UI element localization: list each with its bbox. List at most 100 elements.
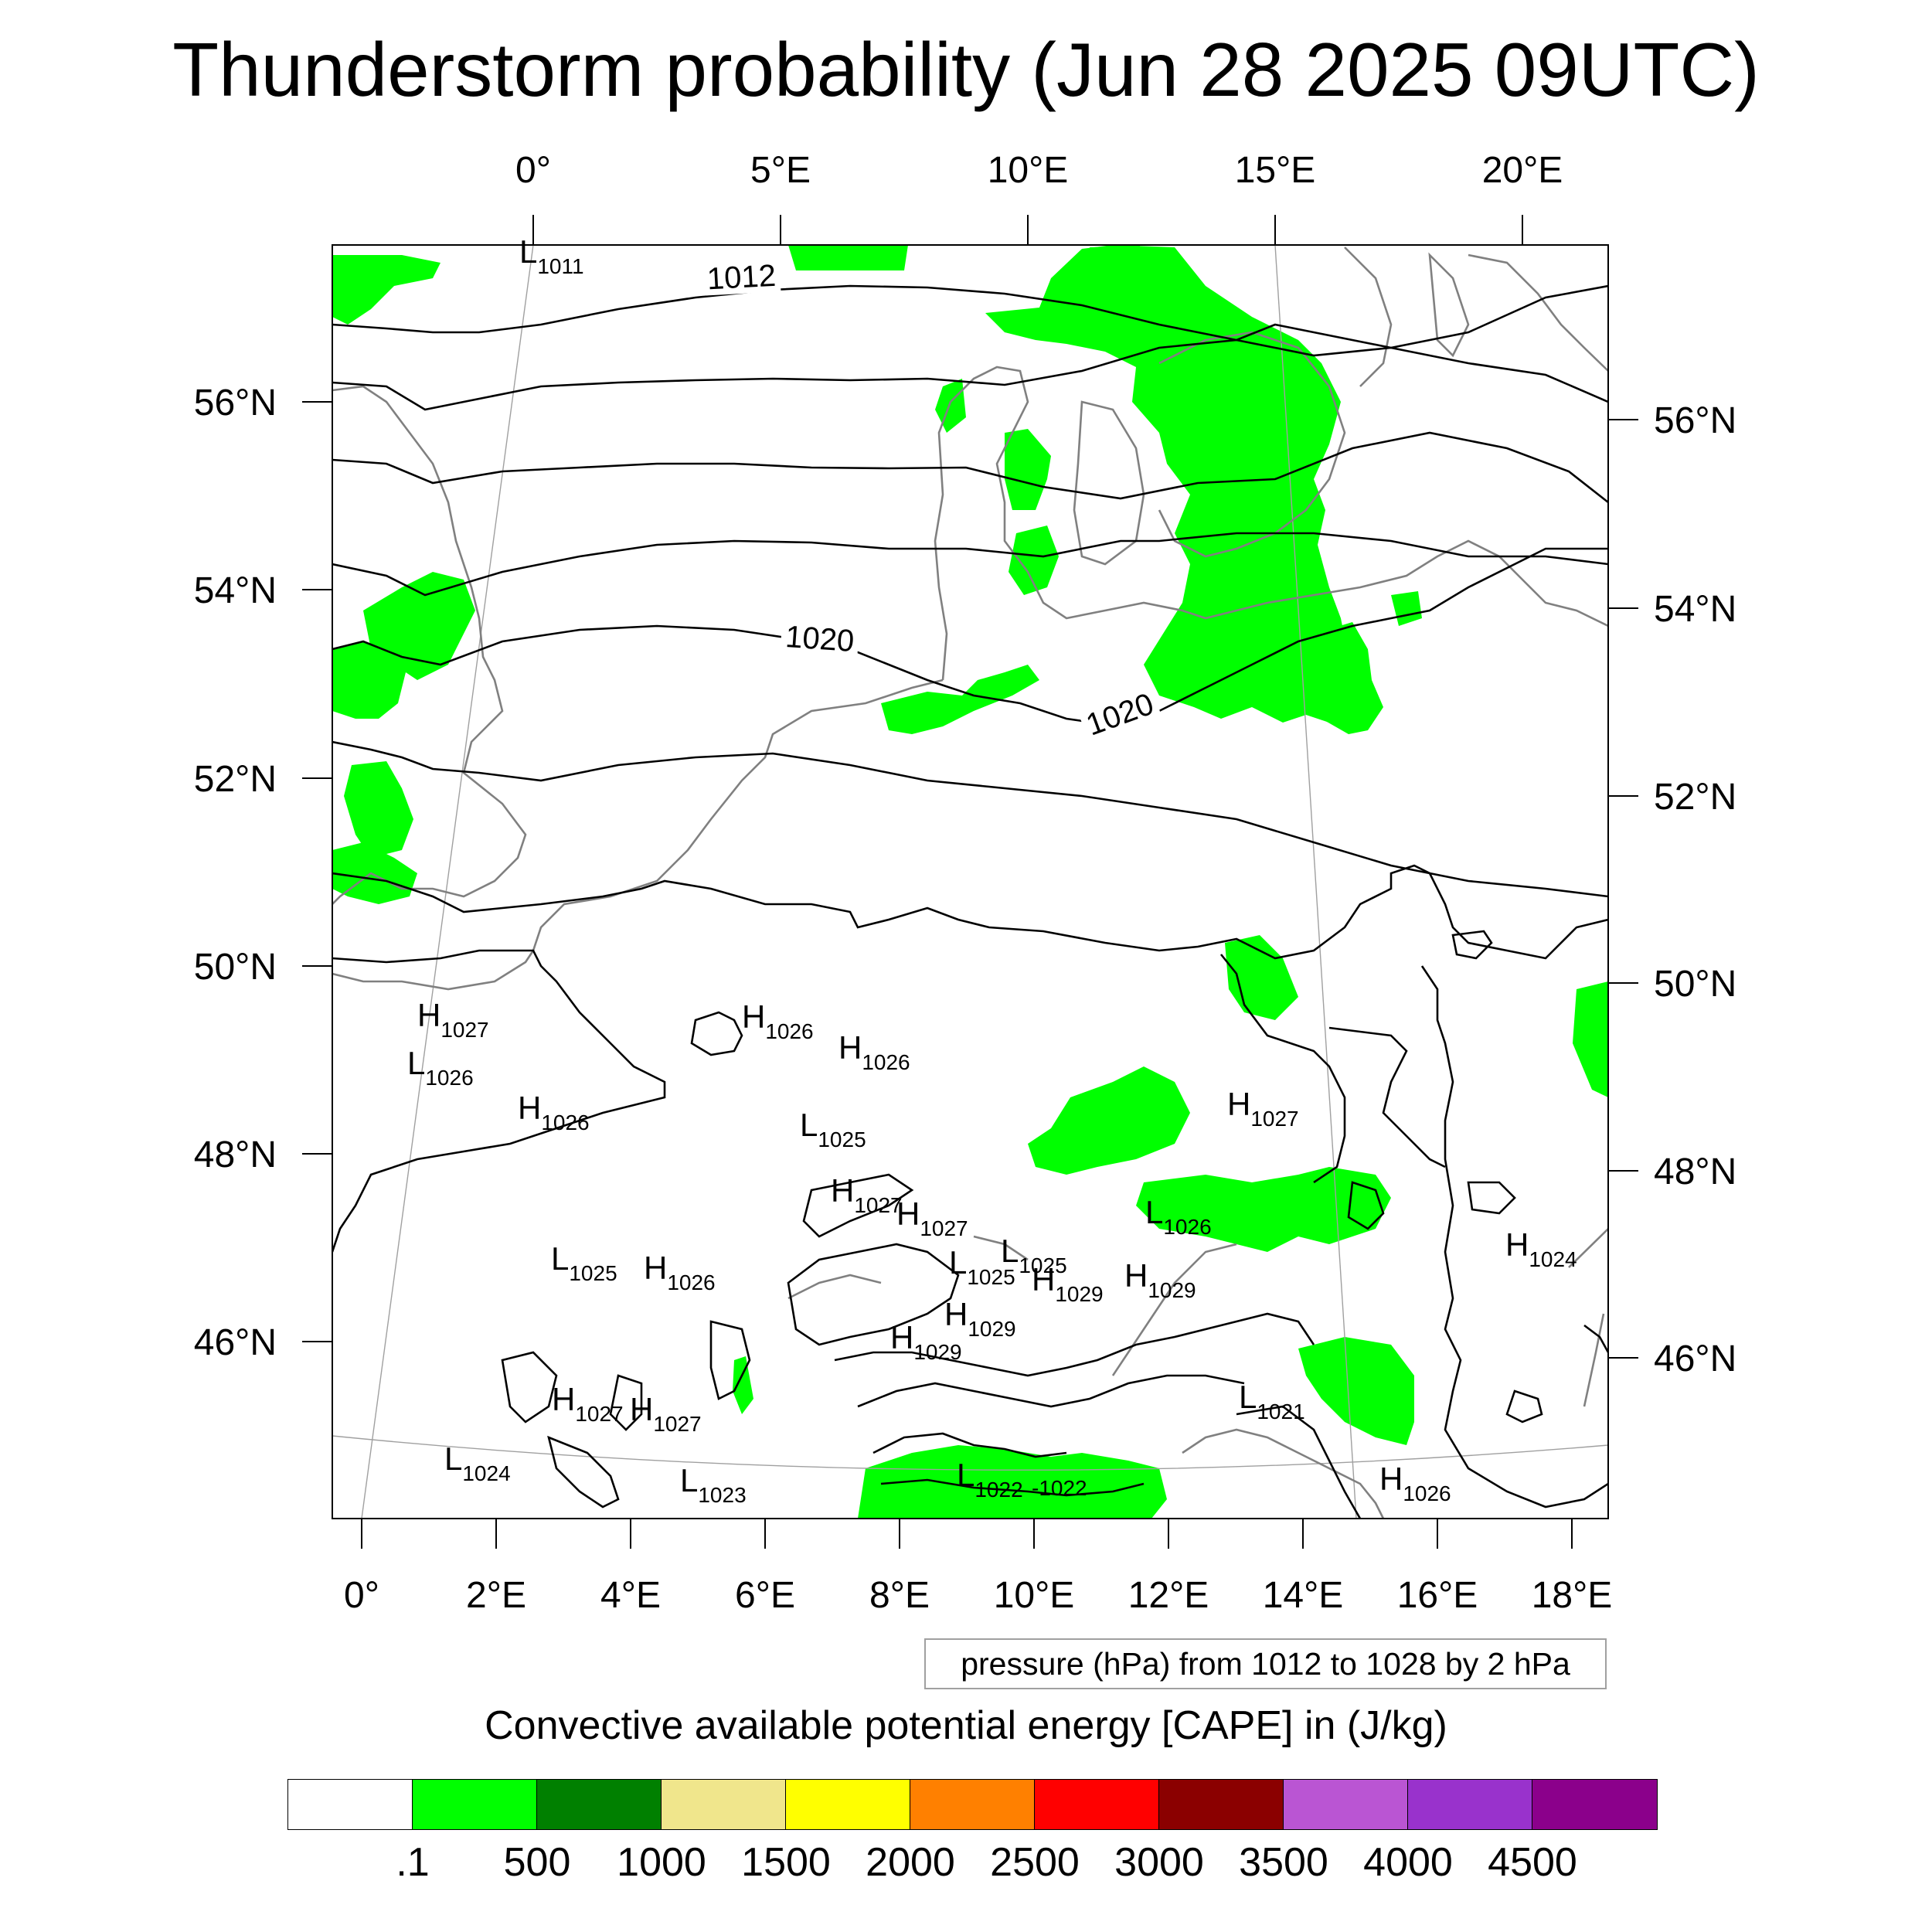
right-ticks <box>1608 419 1638 1359</box>
bottom-lon-label: 4°E <box>600 1575 661 1616</box>
bottom-ticks <box>361 1519 1573 1549</box>
cape-area-norway-coast <box>788 245 908 270</box>
pressure-center-label: H1029 <box>890 1319 962 1364</box>
right-lat-label: 52°N <box>1654 777 1736 818</box>
bottom-lon-label: 6°E <box>735 1575 795 1616</box>
pressure-center-label: L1025 <box>949 1244 1015 1289</box>
left-lat-label: 46°N <box>194 1322 277 1363</box>
colorbar-label: 4000 <box>1363 1840 1453 1885</box>
pressure-center-label: H1027 <box>896 1196 968 1240</box>
colorbar-label: 2000 <box>866 1840 955 1885</box>
map-frame <box>332 244 1609 1519</box>
pressure-center-label: L1011 <box>519 233 584 278</box>
left-lat-label: 52°N <box>194 759 277 800</box>
right-lat-label: 54°N <box>1654 589 1736 630</box>
pressure-center-label: H1026 <box>1379 1461 1451 1505</box>
cape-area-bavaria <box>1028 1066 1190 1175</box>
pressure-center-label: H1027 <box>552 1381 624 1426</box>
colorbar-swatch <box>1159 1780 1284 1829</box>
pressure-center-label: H1027 <box>630 1391 702 1436</box>
pressure-center-label: H1026 <box>742 998 814 1043</box>
pressure-center-label: H1024 <box>1505 1226 1577 1271</box>
bottom-lon-label: 2°E <box>466 1575 526 1616</box>
coastlines <box>332 247 1608 1519</box>
colorbar-swatch <box>413 1780 537 1829</box>
colorbar-label: 3000 <box>1114 1840 1204 1885</box>
colorbar-label: 3500 <box>1239 1840 1328 1885</box>
map-title: Thunderstorm probability (Jun 28 2025 09… <box>172 27 1760 112</box>
bottom-lon-label: 14°E <box>1263 1575 1344 1616</box>
colorbar-label: 2500 <box>990 1840 1080 1885</box>
pressure-center-label: H1027 <box>417 997 489 1042</box>
isobar-labels: 1012 1020 1020 <box>702 259 1162 743</box>
pressure-center-label: L1021 <box>1239 1379 1305 1423</box>
top-ticks <box>532 215 1523 245</box>
cape-areas <box>332 245 1608 1519</box>
colorbar-swatch <box>288 1780 413 1829</box>
cape-area-uk-north <box>332 255 440 325</box>
cape-area-north-germany <box>881 665 1039 734</box>
top-lon-label: 15°E <box>1235 150 1316 191</box>
pressure-center-label: H1027 <box>1227 1086 1299 1131</box>
pressure-center-label: L1026 <box>1145 1194 1212 1239</box>
colorbar-swatch <box>786 1780 910 1829</box>
map-layer <box>332 245 1608 1519</box>
cape-area-czech <box>1225 935 1298 1020</box>
cape-area-uk-mid <box>332 641 406 719</box>
bottom-lon-label: 0° <box>344 1575 379 1616</box>
cape-area-east-poland <box>1391 591 1422 626</box>
cape-area-north-italy <box>858 1445 1167 1519</box>
graticule <box>332 245 1608 1519</box>
colorbar-swatch <box>537 1780 662 1829</box>
colorbar-label: .1 <box>396 1840 430 1885</box>
cape-area-jutland <box>935 379 966 433</box>
cape-area-austria <box>1136 1167 1391 1252</box>
pressure-center-label: H1026 <box>838 1029 910 1074</box>
pressure-center-label: -1022 <box>1032 1476 1087 1500</box>
cape-area-scandinavia-west <box>1090 246 1140 272</box>
top-lon-labels: 0° 5°E 10°E 15°E 20°E <box>515 150 1563 191</box>
pressure-center-label: L1024 <box>444 1440 511 1485</box>
bottom-lon-label: 10°E <box>994 1575 1075 1616</box>
bottom-lon-label: 16°E <box>1397 1575 1478 1616</box>
left-lat-label: 50°N <box>194 947 277 988</box>
colorbar-title: Convective available potential energy [C… <box>485 1703 1447 1748</box>
bottom-lon-label: 18°E <box>1532 1575 1613 1616</box>
isobar-label: 1020 <box>1082 687 1158 743</box>
cape-area-uk-south <box>344 761 413 858</box>
colorbar-swatch <box>910 1780 1035 1829</box>
bottom-lon-label: 12°E <box>1128 1575 1209 1616</box>
cape-area-alps-west <box>733 1356 753 1414</box>
pressure-center-label: L1026 <box>407 1045 474 1090</box>
colorbar-label: 500 <box>503 1840 571 1885</box>
pressure-center-label: L1022 <box>957 1457 1023 1502</box>
isobar-label: 1020 <box>784 620 855 658</box>
right-lat-label: 50°N <box>1654 964 1736 1005</box>
colorbar-label: 1500 <box>741 1840 831 1885</box>
pressure-center-label: H1029 <box>944 1296 1016 1341</box>
cape-area-uk-sw <box>332 842 417 904</box>
colorbar <box>287 1779 1658 1830</box>
left-lat-label: 48°N <box>194 1134 277 1175</box>
cape-area-denmark-islands <box>1009 526 1059 595</box>
left-lat-labels: 56°N 54°N 52°N 50°N 48°N 46°N <box>194 383 277 1363</box>
pressure-center-label: L1025 <box>1001 1233 1067 1277</box>
cape-area-east-edge <box>1573 981 1608 1097</box>
bottom-lon-labels: 0° 2°E 4°E 6°E 8°E 10°E 12°E 14°E 16°E 1… <box>344 1575 1612 1616</box>
left-lat-label: 56°N <box>194 383 277 423</box>
cape-area-hungary <box>1298 1337 1414 1445</box>
colorbar-swatch <box>1035 1780 1159 1829</box>
colorbar-swatch <box>1532 1780 1657 1829</box>
top-lon-label: 5°E <box>750 150 811 191</box>
pressure-center-label: H1026 <box>644 1250 716 1294</box>
colorbar-label: 1000 <box>617 1840 706 1885</box>
pressure-center-label: L1023 <box>680 1462 747 1507</box>
pressure-center-label: L1025 <box>551 1240 617 1285</box>
top-lon-label: 20°E <box>1482 150 1563 191</box>
pressure-center-label: H1026 <box>518 1090 590 1134</box>
isobars <box>332 284 1608 1519</box>
left-ticks <box>302 401 332 1342</box>
colorbar-swatch <box>662 1780 786 1829</box>
